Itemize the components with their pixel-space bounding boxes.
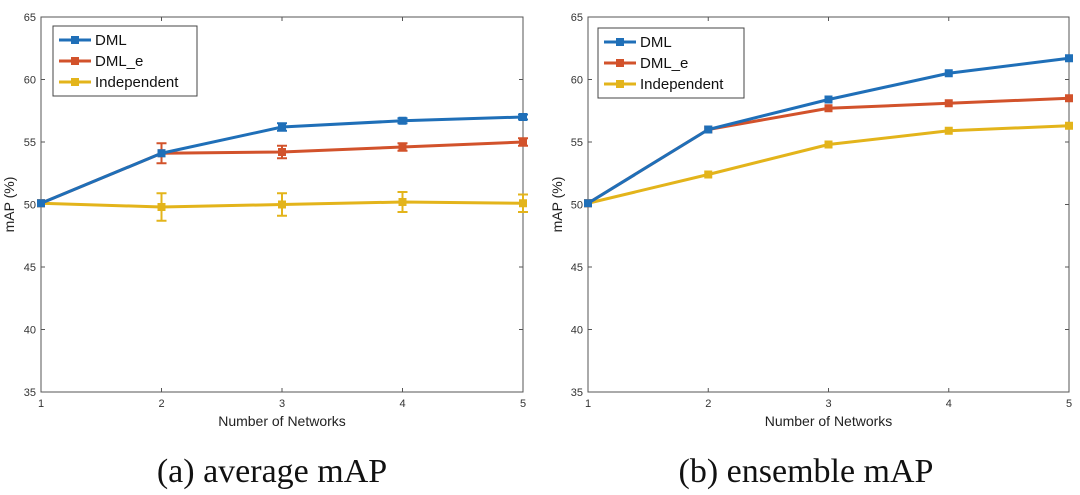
data-point-independent [398,198,407,206]
data-point-dml [584,199,592,208]
data-point-independent [944,126,953,135]
legend-label-dml: DML [640,34,672,51]
legend-swatch-marker-dml-e [71,57,79,65]
x-tick-label: 3 [279,398,285,410]
x-tick-label: 4 [946,398,952,410]
legend-label-independent: Independent [640,76,724,93]
data-point-independent [519,199,527,208]
legend-swatch-marker-dml [616,38,624,46]
data-point-dml-e [824,104,833,113]
legend: DML DML_e Independent [52,25,198,97]
figure-caption: (b) ensemble mAP [679,453,934,490]
y-tick-label: 35 [24,387,36,399]
y-tick-label: 40 [571,325,583,337]
data-point-dml-e [944,99,953,108]
legend-swatch-marker-dml-e [616,59,624,67]
data-point-dml-e [398,143,407,151]
data-point-dml [278,123,286,131]
data-point-dml [157,149,166,158]
legend-label-dml-e: DML_e [640,55,688,72]
legend: DML DML_e Independent [597,27,745,99]
legend-label-independent: Independent [95,74,179,91]
y-axis-label: mAP (%) [549,177,565,233]
legend-swatch-marker-independent [71,78,79,86]
data-point-independent [157,203,166,211]
data-point-dml [824,95,833,104]
data-point-dml-e [278,148,286,156]
y-tick-label: 50 [24,200,36,212]
y-tick-label: 45 [571,262,583,274]
data-point-dml [704,125,713,134]
y-axis-label: mAP (%) [1,177,17,233]
y-tick-label: 45 [24,262,36,274]
x-tick-label: 5 [1066,398,1072,410]
y-tick-label: 65 [571,12,583,24]
y-tick-label: 50 [571,200,583,212]
legend-swatch-marker-independent [616,80,624,88]
y-tick-label: 55 [571,137,583,149]
legend-label-dml-e: DML_e [95,53,143,70]
y-tick-label: 60 [24,75,36,87]
y-tick-label: 35 [571,387,583,399]
x-axis-label: Number of Networks [765,413,893,429]
x-tick-label: 1 [585,398,591,410]
x-tick-label: 1 [38,398,44,410]
data-point-dml-e [1065,94,1073,103]
data-point-dml-e [519,138,527,146]
x-tick-label: 2 [705,398,711,410]
data-point-dml [1065,54,1073,63]
x-tick-label: 4 [399,398,405,410]
x-tick-label: 2 [158,398,164,410]
x-tick-label: 3 [825,398,831,410]
x-tick-label: 5 [520,398,526,410]
data-point-dml [398,116,407,125]
y-tick-label: 60 [571,75,583,87]
legend-swatch-marker-dml [71,36,79,44]
data-point-independent [824,140,833,149]
data-point-independent [704,170,713,179]
data-point-independent [278,200,286,209]
x-axis-label: Number of Networks [218,413,346,429]
figure-caption: (a) average mAP [157,453,387,490]
y-tick-label: 55 [24,137,36,149]
data-point-dml [37,199,45,208]
data-point-dml [519,113,527,121]
data-point-independent [1065,121,1073,130]
y-tick-label: 65 [24,12,36,24]
legend-label-dml: DML [95,32,127,49]
data-point-dml [944,69,953,78]
y-tick-label: 40 [24,325,36,337]
